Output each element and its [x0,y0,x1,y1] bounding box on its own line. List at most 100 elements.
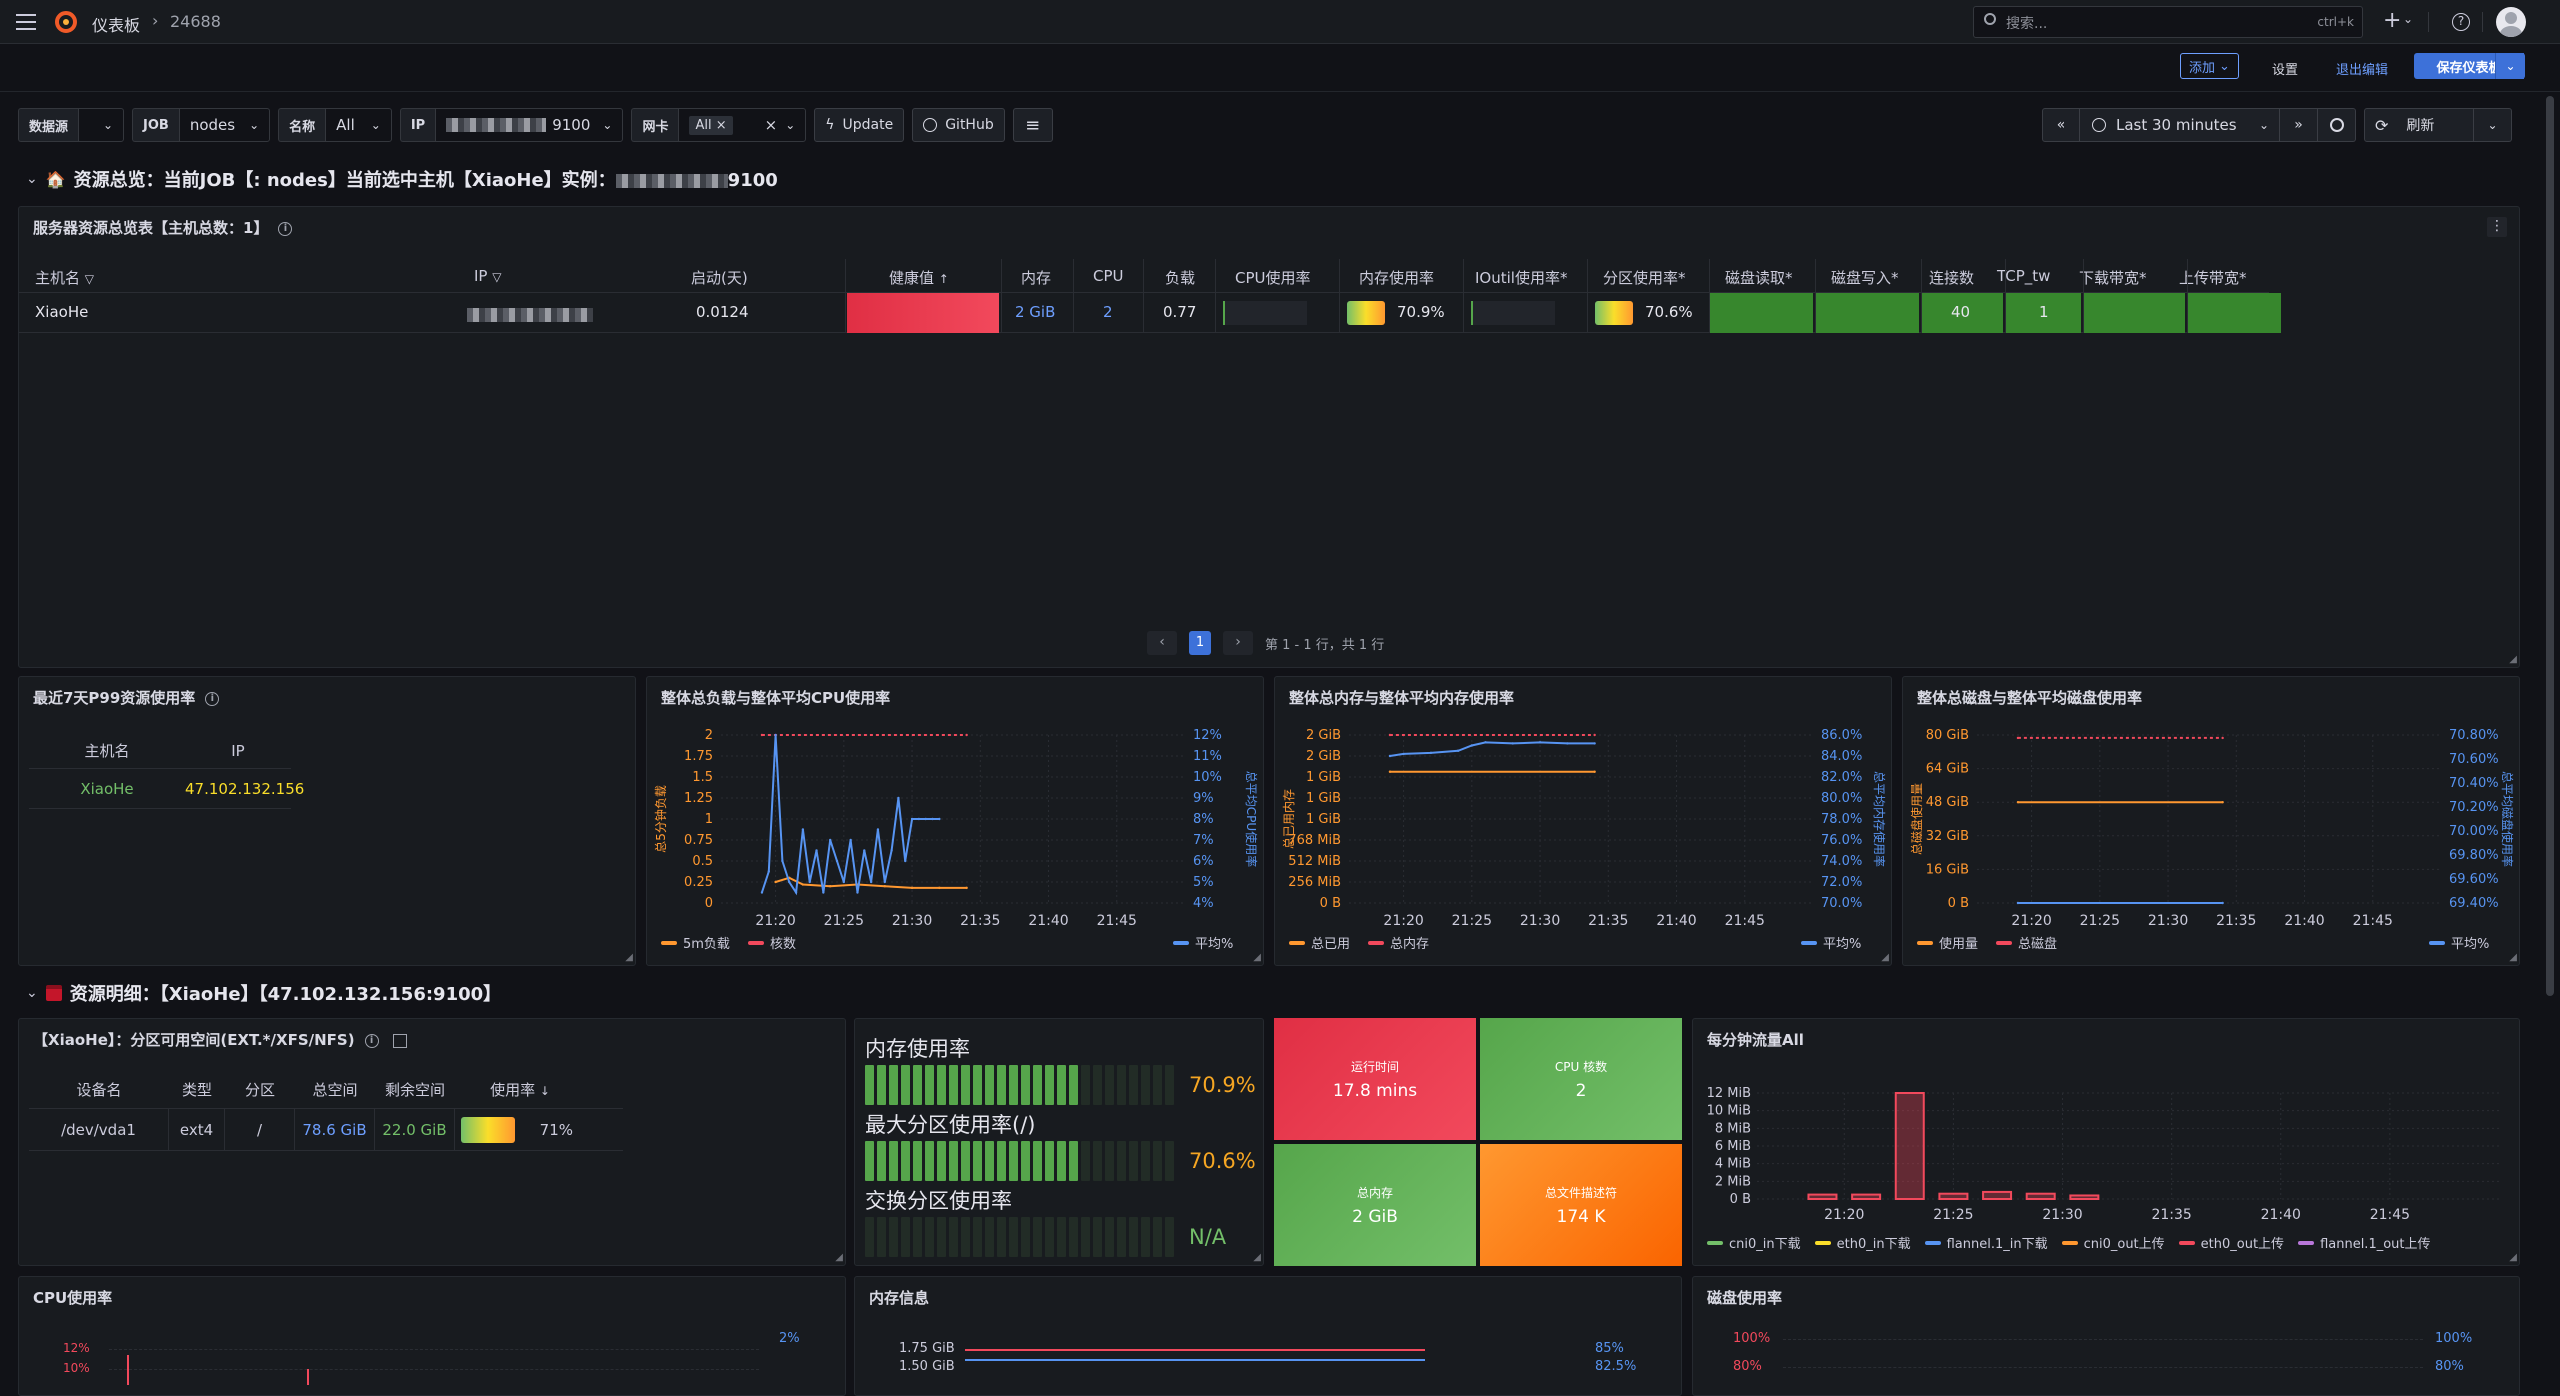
col-download[interactable]: 下载带宽* [2079,269,2147,287]
col-health[interactable]: 健康值 ↑ [889,269,949,287]
info-icon[interactable]: i [364,1033,379,1048]
legend-item[interactable]: cni0_in下载 [1707,1233,1801,1252]
legend-item[interactable]: flannel.1_out上传 [2298,1233,2431,1252]
col-type[interactable]: 类型 [181,1081,212,1099]
legend-item[interactable]: cni0_out上传 [2061,1233,2165,1252]
var-datasource[interactable]: 数据源 ⌄ [18,108,125,142]
col-hostname[interactable]: 主机名 [84,742,130,760]
page-scrollbar[interactable] [2546,96,2554,996]
time-range-button[interactable]: Last 30 minutes ⌄ [2080,108,2280,142]
memory-chart[interactable]: 0 B 256 MiB 512 MiB 768 MiB 1 GiB 1 GiB 1 GiB 2… [1275,677,1893,967]
breadcrumb-root[interactable]: 仪表板 [92,16,141,35]
col-connections[interactable]: 连接数 [1929,269,1975,287]
var-name[interactable]: 名称 All ⌄ [278,108,392,142]
table-row[interactable]: XiaoHe 47.102.132.156 [29,769,304,809]
menu-icon[interactable] [16,14,36,30]
legend-item[interactable]: eth0_in下载 [1814,1233,1911,1252]
legend-item[interactable]: flannel.1_in下载 [1924,1233,2048,1252]
stat-total-memory[interactable]: 总内存 2 GiB [1274,1144,1476,1266]
var-job[interactable]: JOB nodes ⌄ [132,108,271,142]
col-free[interactable]: 剩余空间 [384,1081,445,1099]
prev-page-button[interactable]: ‹ [1147,631,1177,655]
time-shift-back-button[interactable]: « [2042,108,2080,142]
col-usage[interactable]: 使用率 ↓ [490,1081,550,1099]
col-device[interactable]: 设备名 [76,1081,122,1099]
load-cpu-chart[interactable]: 0 0.25 0.5 0.75 1 1.25 1.5 1.75 2 4% 5% 6% 7% 8% 9% 10%… [647,677,1265,967]
resize-handle-icon[interactable]: ◢ [1253,952,1261,963]
col-partition[interactable]: 分区使用率* [1603,269,1686,287]
legend-item[interactable]: 平均% [1173,933,1233,952]
time-shift-forward-button[interactable]: » [2280,108,2318,142]
col-cpu-usage[interactable]: CPU使用率 [1235,269,1311,287]
save-options-button[interactable]: ⌄ [2495,53,2525,79]
search-bar[interactable]: 搜索... ctrl+k [1973,6,2363,38]
col-disk-read[interactable]: 磁盘读取* [1725,269,1793,287]
update-link-button[interactable]: ϟ Update [814,108,905,142]
legend-item[interactable]: 核数 [747,933,796,952]
legend-item[interactable]: 5m负载 [661,933,730,952]
refresh-button[interactable]: ⟳ 刷新 [2364,108,2474,142]
nic-chip[interactable]: All × [689,115,733,135]
info-icon[interactable]: i [205,691,220,706]
col-disk-write[interactable]: 磁盘写入* [1831,269,1899,287]
resize-handle-icon[interactable]: ◢ [835,1252,843,1263]
resize-handle-icon[interactable]: ◢ [1253,1252,1261,1263]
exit-edit-button[interactable]: 退出编辑 [2336,63,2389,78]
col-load[interactable]: 负载 [1165,269,1196,287]
clear-icon[interactable]: × [764,116,778,134]
resize-handle-icon[interactable]: ◢ [625,952,633,963]
stat-file-descriptors[interactable]: 总文件描述符 174 K [1480,1144,1682,1266]
legend-item[interactable]: 总内存 [1368,933,1429,952]
col-tcp-tw[interactable]: TCP_tw [1997,267,2051,285]
settings-button[interactable]: 设置 [2272,63,2299,78]
row-header-detail[interactable]: ⌄ 资源明细：【XiaoHe】【47.102.132.156:9100】 [26,980,501,1006]
filter-icon[interactable]: ▽ [84,272,95,286]
stat-cpu-cores[interactable]: CPU 核数 2 [1480,1018,1682,1140]
col-ip[interactable]: IP [231,741,245,760]
traffic-chart[interactable]: 0 B 2 MiB 4 MiB 6 MiB 8 MiB 10 MiB 12 MiB 21:20… [1693,1019,2521,1267]
legend-item[interactable]: 平均% [1801,933,1861,952]
resize-handle-icon[interactable]: ◢ [2509,654,2517,665]
resize-handle-icon[interactable]: ◢ [1881,952,1889,963]
refresh-interval-button[interactable]: ⌄ [2474,108,2512,142]
row-header-overview[interactable]: ⌄ 🏠 资源总览：当前JOB【: nodes】当前选中主机【XiaoHe】实例：… [26,166,778,192]
legend-item[interactable]: eth0_out上传 [2178,1233,2284,1252]
legend-item[interactable]: 总已用 [1289,933,1350,952]
col-mem-usage[interactable]: 内存使用率 [1359,269,1435,287]
resize-handle-icon[interactable]: ◢ [2509,952,2517,963]
legend-item[interactable]: 使用量 [1917,933,1978,952]
col-hostname[interactable]: 主机名 ▽ [35,269,95,287]
plus-icon[interactable]: + [2383,8,2402,33]
dashboard-links-menu-button[interactable]: ≡ [1012,108,1053,142]
filter-icon[interactable]: ▽ [492,270,502,284]
search-input[interactable]: 搜索... [2006,16,2048,32]
col-ip[interactable]: IP ▽ [474,267,502,285]
var-nic[interactable]: 网卡 All × × ⌄ [631,108,807,142]
help-icon[interactable]: ? [2452,13,2470,31]
panel-menu-icon[interactable]: ⋮ [2487,217,2507,237]
external-link-icon[interactable] [392,1033,407,1048]
col-memory[interactable]: 内存 [1021,269,1052,287]
page-number-button[interactable]: 1 [1189,631,1211,655]
grafana-logo-icon[interactable] [54,10,78,34]
col-upload[interactable]: 上传带宽* [2179,269,2247,287]
stat-uptime[interactable]: 运行时间 17.8 mins [1274,1018,1476,1140]
next-page-button[interactable]: › [1223,631,1253,655]
avatar[interactable] [2496,7,2526,37]
github-link-button[interactable]: GitHub [912,108,1005,142]
col-cpu[interactable]: CPU [1093,267,1124,285]
info-icon[interactable]: i [278,221,293,236]
legend-item[interactable]: 平均% [2429,933,2489,952]
var-ip[interactable]: IP 9100 ⌄ [399,108,624,142]
disk-chart[interactable]: 0 B 16 GiB 32 GiB 48 GiB 64 GiB 80 GiB 69.40% 6… [1903,677,2521,967]
resize-handle-icon[interactable]: ◢ [2509,1252,2517,1263]
table-row[interactable]: XiaoHe 0.0124 2 GiB 2 0.77 70.9% 70.6% 4… [19,293,2281,333]
chevron-down-icon[interactable]: ⌄ [2403,12,2414,26]
table-row[interactable]: /dev/vda1 ext4 / 78.6 GiB 22.0 GiB 71% [29,1108,623,1151]
col-ioutil[interactable]: IOutil使用率* [1475,269,1568,287]
legend-item[interactable]: 总磁盘 [1996,933,2057,952]
col-mount[interactable]: 分区 [244,1081,275,1099]
zoom-out-button[interactable] [2318,108,2356,142]
col-total[interactable]: 总空间 [312,1081,358,1099]
add-button[interactable]: 添加 ⌄ [2180,53,2239,79]
